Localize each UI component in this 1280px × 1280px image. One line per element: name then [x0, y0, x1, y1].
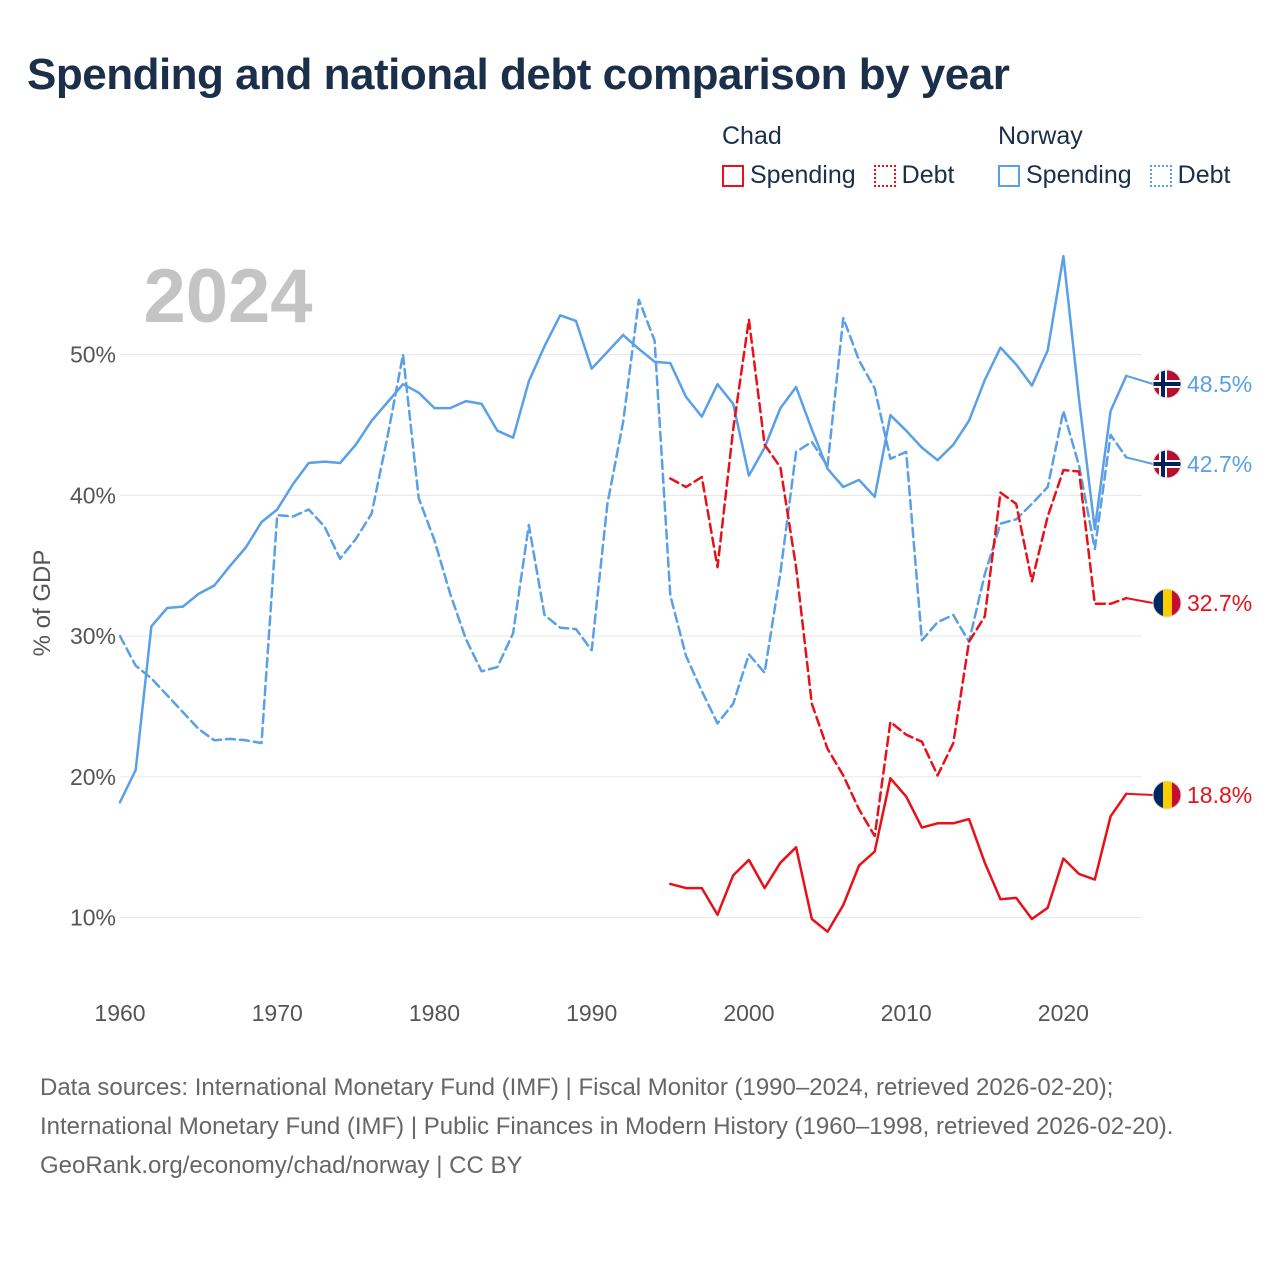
legend-chad-debt[interactable]: Debt [873, 161, 955, 190]
series-line-chad-debt[interactable] [669, 318, 1128, 838]
footer: Data sources: International Monetary Fun… [40, 1068, 1240, 1185]
end-label-connector [1126, 456, 1154, 465]
y-axis-ticks: 10% 20% 30% 40% 50% [70, 342, 116, 931]
x-tick-label: 1970 [252, 1000, 303, 1026]
end-value-label: 48.5% [1187, 371, 1252, 397]
end-label-connector [1126, 792, 1154, 796]
legend-swatch-norway-spending [998, 164, 1020, 187]
year-watermark: 2024 [143, 254, 312, 339]
page-title: Spending and national debt comparison by… [27, 50, 1010, 99]
data-sources: Data sources: International Monetary Fun… [40, 1074, 1174, 1140]
x-tick-label: 1960 [94, 1000, 145, 1026]
end-value-label: 18.8% [1187, 782, 1252, 808]
legend-norway-debt[interactable]: Debt [1149, 161, 1231, 190]
norway-flag-icon [1153, 370, 1181, 398]
legend-group-norway: Norway [998, 122, 1083, 150]
end-label-connector [1126, 597, 1154, 604]
legend-group-chad: Chad [722, 122, 782, 150]
legend-swatch-norway-debt [1149, 164, 1172, 187]
series-line-norway-spending[interactable] [118, 254, 1128, 804]
x-axis-ticks: 1960 1970 1980 1990 2000 2010 2020 [94, 1000, 1089, 1026]
y-axis-label: % of GDP [29, 550, 56, 657]
y-tick-label: 10% [70, 905, 116, 931]
end-label-connector [1125, 374, 1154, 385]
series-lines [118, 254, 1128, 933]
chad-flag-icon [1153, 589, 1181, 617]
grid-lines [120, 354, 1142, 919]
end-value-label: 42.7% [1187, 451, 1252, 477]
x-tick-label: 1980 [409, 1000, 460, 1026]
end-value-label: 32.7% [1187, 590, 1252, 616]
x-tick-label: 2020 [1038, 1000, 1089, 1026]
legend-norway: Norway Spending Debt [998, 122, 1230, 190]
legend-label-chad-debt: Debt [901, 161, 955, 189]
series-line-chad-spending[interactable] [669, 777, 1128, 933]
legend-chad: Chad Spending Debt [722, 122, 954, 190]
y-tick-label: 40% [70, 482, 116, 508]
legend-swatch-chad-spending [722, 164, 744, 187]
line-chart: 2024 % of GDP 10%20%30%40%50% 1960 1970 19… [29, 254, 1252, 1026]
legend-chad-spending[interactable]: Spending [722, 161, 856, 190]
legend-norway-spending[interactable]: Spending [998, 161, 1132, 190]
y-tick-label: 50% [70, 342, 116, 368]
y-tick-label: 20% [70, 764, 116, 790]
x-tick-label: 2000 [723, 1000, 774, 1026]
chad-flag-icon [1153, 781, 1181, 809]
legend-swatch-chad-debt [873, 164, 896, 187]
credit-line: GeoRank.org/economy/chad/norway | CC BY [40, 1152, 523, 1179]
x-tick-label: 2010 [881, 1000, 932, 1026]
legend-label-norway-debt: Debt [1177, 161, 1231, 189]
end-labels: 48.5% 42.7% 32.7% 18.8% [1125, 369, 1252, 810]
norway-flag-icon [1153, 450, 1181, 478]
legend-label-norway-spending: Spending [1026, 161, 1132, 189]
series-line-norway-debt[interactable] [118, 298, 1128, 745]
legend-label-chad-spending: Spending [750, 161, 856, 189]
y-tick-label: 30% [70, 623, 116, 649]
x-tick-label: 1990 [566, 1000, 617, 1026]
